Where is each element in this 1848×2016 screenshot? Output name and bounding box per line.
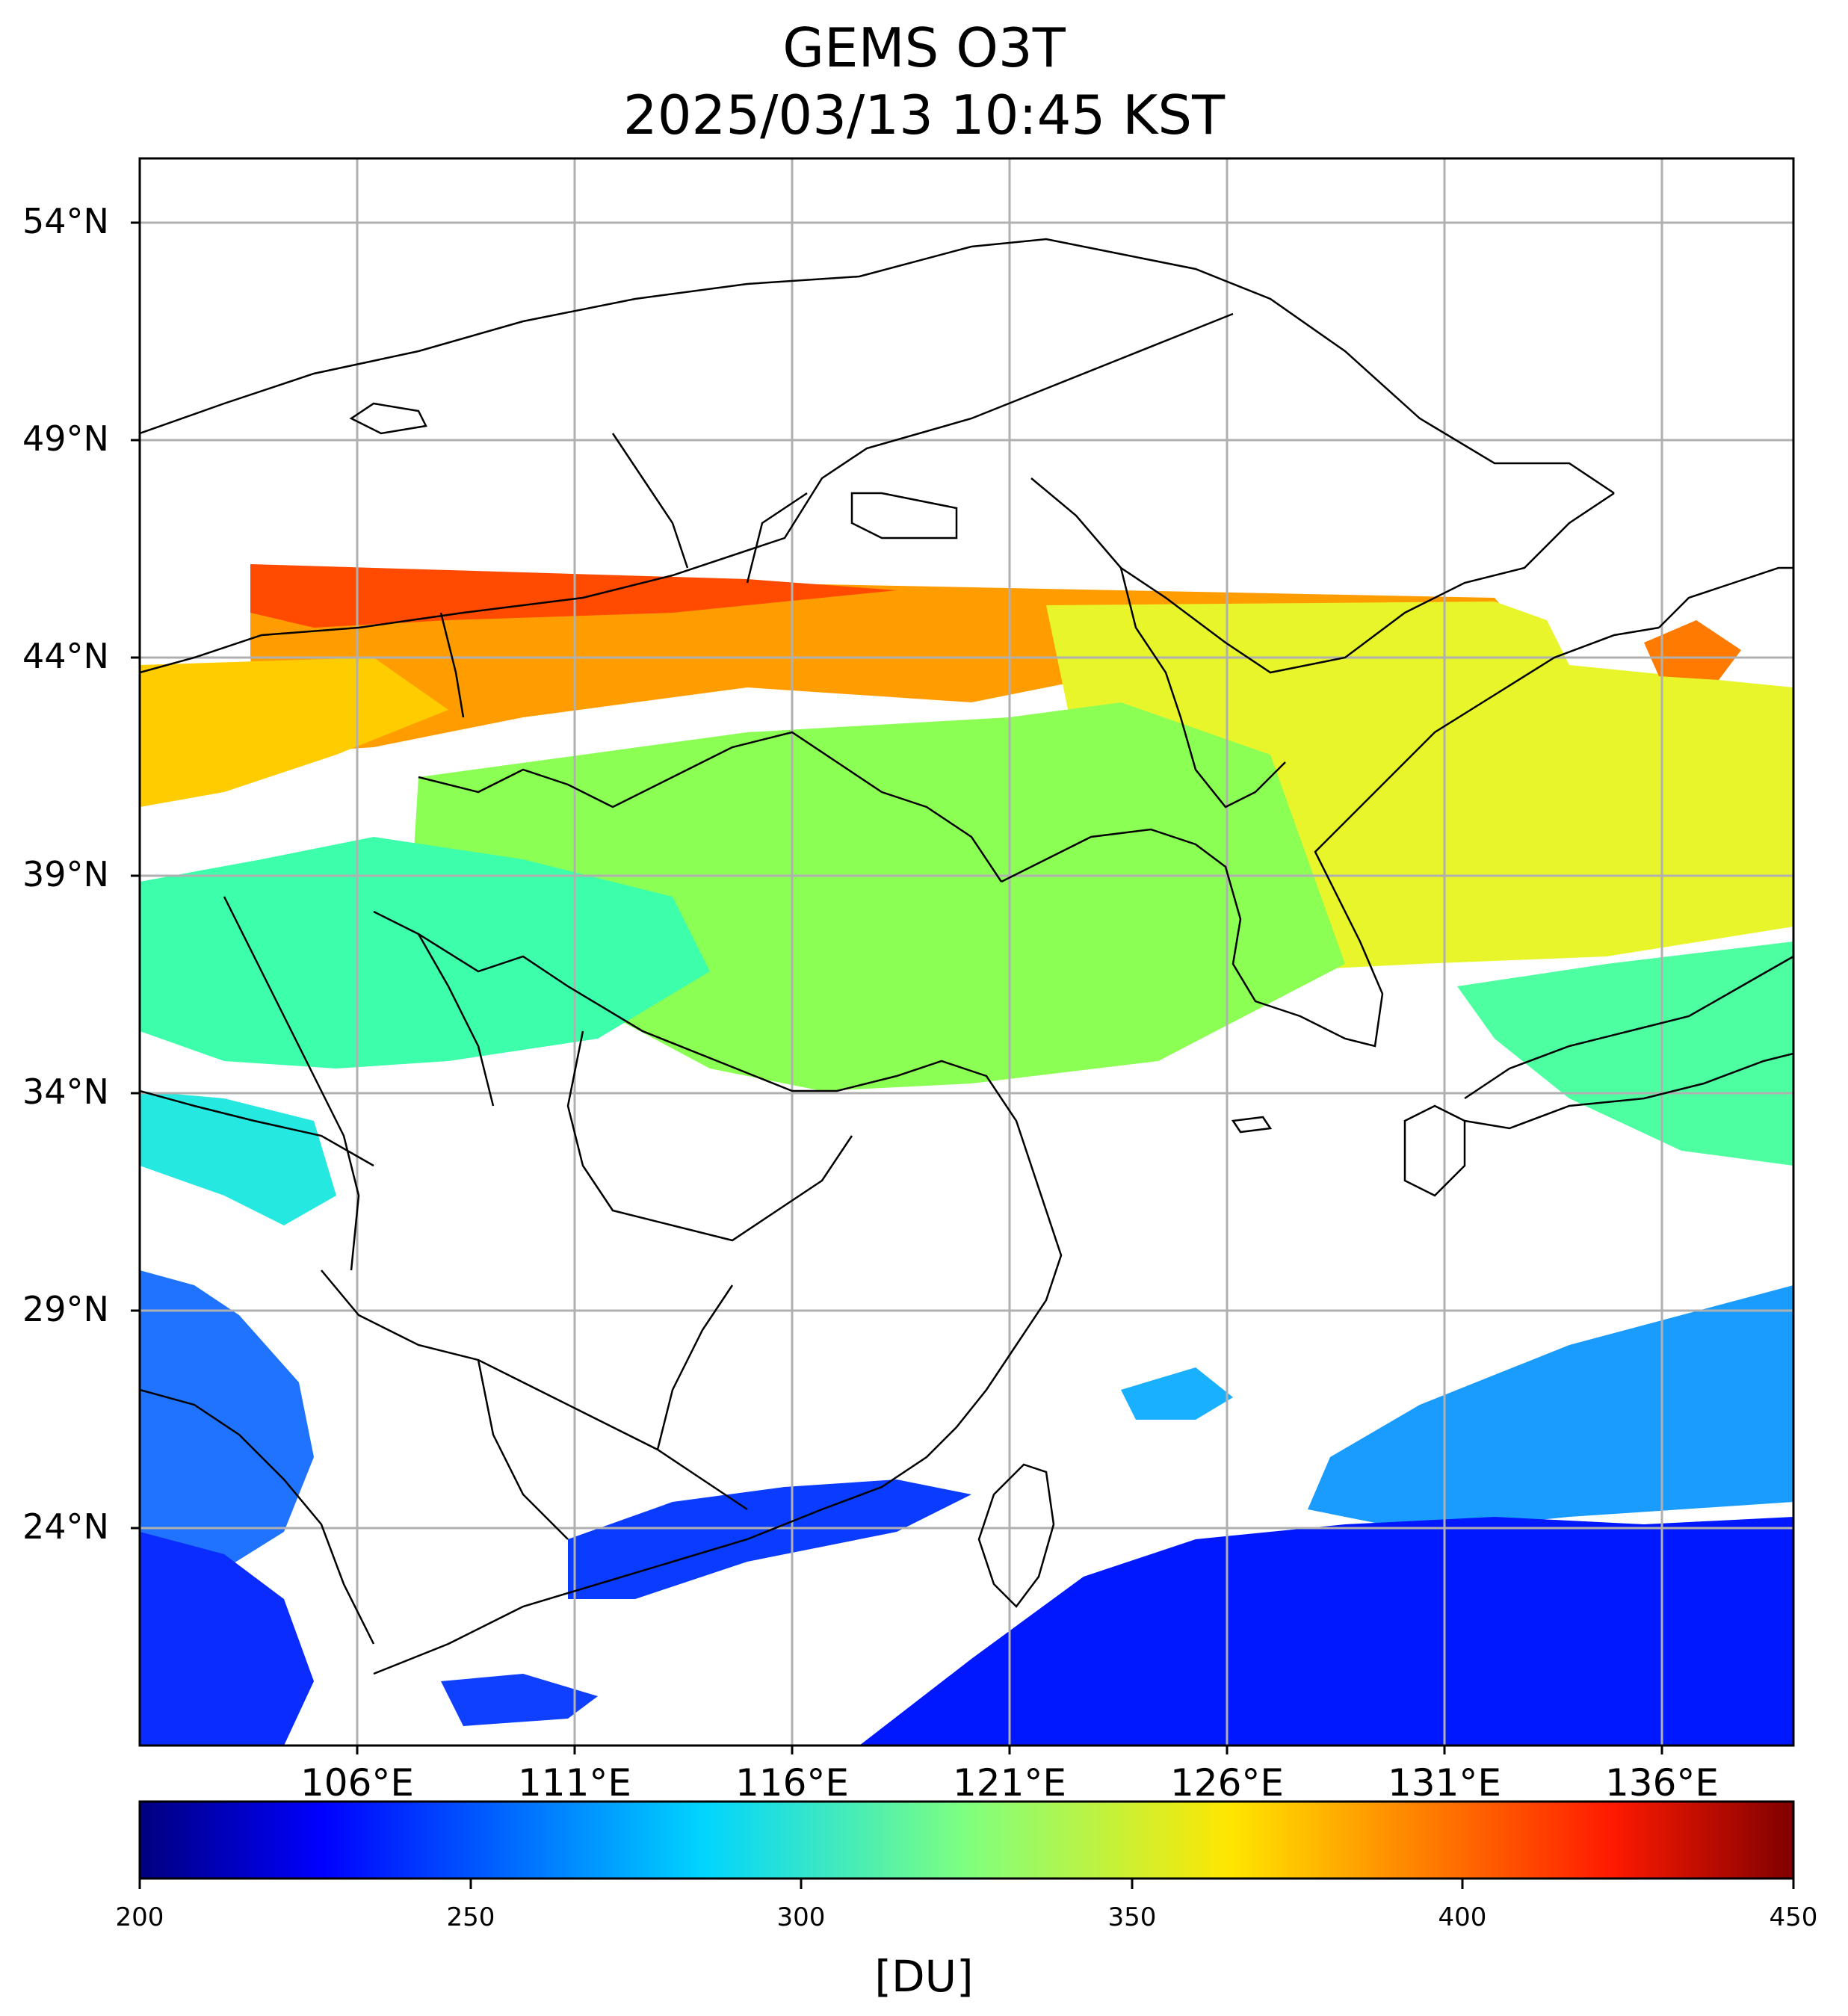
- border-russia-mongolia: [140, 238, 1615, 495]
- province-borders-central-2: [566, 1030, 853, 1242]
- ozone-cyan-green-east: [1457, 941, 1793, 1166]
- province-borders-central: [373, 910, 793, 1092]
- lon-label-121: 121°E: [952, 1761, 1067, 1805]
- colorbar-unit-label: [DU]: [874, 1951, 974, 2002]
- ozone-blue-patch-south: [441, 1674, 598, 1726]
- lat-label-49: 49°N: [22, 418, 109, 459]
- province-borders-northeast: [1119, 567, 1286, 808]
- map-frame: [138, 157, 1795, 1747]
- ozone-cyan-green-band: [140, 837, 710, 1069]
- colorbar-label-350: 350: [1107, 1902, 1157, 1932]
- coast-japan-south: [1464, 1052, 1793, 1130]
- colorbar-label-200: 200: [115, 1902, 164, 1932]
- ozone-cyan-patch-south-east: [1121, 1367, 1233, 1420]
- ozone-cyan-southwest: [140, 1091, 336, 1225]
- province-borders-north-china: [418, 731, 1003, 882]
- province-borders-south: [321, 1270, 748, 1511]
- ozone-blue-southeast-light: [1308, 1285, 1793, 1532]
- lon-label-126: 126°E: [1169, 1761, 1285, 1805]
- coast-taiwan: [977, 1463, 1055, 1608]
- lat-label-29: 29°N: [22, 1289, 109, 1329]
- lat-label-44: 44°N: [22, 636, 109, 676]
- colorbar-tick-marks: [138, 1879, 1795, 1889]
- colorbar-label-400: 400: [1438, 1902, 1487, 1932]
- coast-japan-kyushu: [1403, 1104, 1466, 1197]
- province-borders-west: [223, 896, 360, 1271]
- lon-label-131: 131°E: [1387, 1761, 1502, 1805]
- colorbar-label-450: 450: [1769, 1902, 1818, 1932]
- province-borders-south-2: [477, 1284, 734, 1540]
- coast-china-east: [373, 1060, 1063, 1675]
- colorbar-label-250: 250: [446, 1902, 495, 1932]
- colorbar-label-300: 300: [776, 1902, 826, 1932]
- ozone-orange-patch-east: [1644, 620, 1741, 680]
- coast-japan-honshu: [1464, 955, 1793, 1100]
- lake-hulun: [850, 492, 958, 539]
- lat-label-54: 54°N: [22, 201, 109, 241]
- lon-label-106: 106°E: [300, 1761, 415, 1805]
- ozone-blue-southeast-deep: [859, 1517, 1793, 1746]
- lon-label-111: 111°E: [517, 1761, 632, 1805]
- map-subtitle-datetime: 2025/03/13 10:45 KST: [622, 84, 1226, 146]
- ozone-data-layer: [140, 564, 1793, 1746]
- colorbar-gradient: [138, 1800, 1795, 1880]
- province-borders-southwest: [140, 1388, 375, 1645]
- lon-label-116: 116°E: [735, 1761, 850, 1805]
- coast-japan-hokkaido: [1658, 566, 1793, 628]
- coast-bohai-korea: [1001, 626, 1660, 1048]
- ozone-blue-coast: [568, 1479, 971, 1599]
- lat-label-24: 24°N: [22, 1506, 109, 1547]
- lat-label-34: 34°N: [22, 1072, 109, 1112]
- lake-baikal-region: [349, 402, 427, 435]
- border-mongolia-south: [140, 312, 1234, 674]
- map-tick-marks: [131, 221, 1663, 1754]
- coast-jeju: [1231, 1116, 1273, 1134]
- lon-label-136: 136°E: [1604, 1761, 1719, 1805]
- lat-label-39: 39°N: [22, 854, 109, 894]
- ozone-deep-blue-southwest: [140, 1532, 314, 1746]
- border-heilongjiang: [1030, 477, 1615, 674]
- province-borders-west-2: [140, 933, 495, 1167]
- ozone-yellow-west: [140, 658, 448, 807]
- coastlines-borders: [140, 238, 1793, 1675]
- map-title: GEMS O3T: [782, 16, 1066, 79]
- province-borders-inner-mongolia: [439, 433, 808, 718]
- map-gridlines: [140, 158, 1793, 1746]
